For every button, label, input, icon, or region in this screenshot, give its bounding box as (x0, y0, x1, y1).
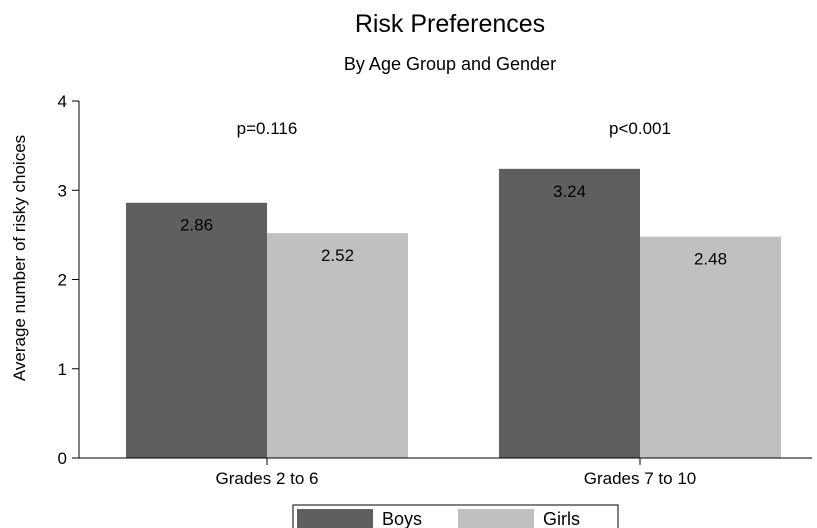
bar-value-label: 2.52 (321, 246, 354, 265)
p-value-annotation: p<0.001 (609, 119, 671, 138)
bar-girls (640, 236, 781, 458)
legend-swatch-boys (297, 509, 373, 528)
chart-subtitle: By Age Group and Gender (344, 54, 556, 74)
y-tick-label: 4 (58, 92, 67, 111)
bar-value-label: 2.86 (180, 216, 213, 235)
legend-box (292, 504, 619, 528)
legend: Boys Girls (292, 504, 619, 528)
y-axis-label: Average number of risky choices (10, 135, 29, 381)
legend-swatch-girls (458, 509, 534, 528)
y-tick-label: 2 (58, 271, 67, 290)
legend-label: Girls (543, 509, 580, 528)
bar-boys (126, 202, 267, 458)
bar-boys (499, 168, 640, 458)
bar-value-label: 2.48 (694, 250, 727, 269)
legend-label: Boys (382, 509, 422, 528)
y-tick-label: 3 (58, 181, 67, 200)
x-tick-label: Grades 7 to 10 (584, 469, 696, 488)
p-value-annotation: p=0.116 (237, 119, 298, 138)
bar-value-label: 3.24 (553, 182, 586, 201)
y-tick-label: 1 (58, 360, 67, 379)
x-tick-label: Grades 2 to 6 (215, 469, 318, 488)
plot-area: 0 1 2 3 4 2.86 2.52 p=0.116 3.24 2.48 p<0.001 Grade… (58, 92, 812, 488)
chart-title: Risk Preferences (355, 10, 545, 38)
y-tick-label: 0 (58, 449, 67, 468)
bar-girls (267, 233, 408, 458)
